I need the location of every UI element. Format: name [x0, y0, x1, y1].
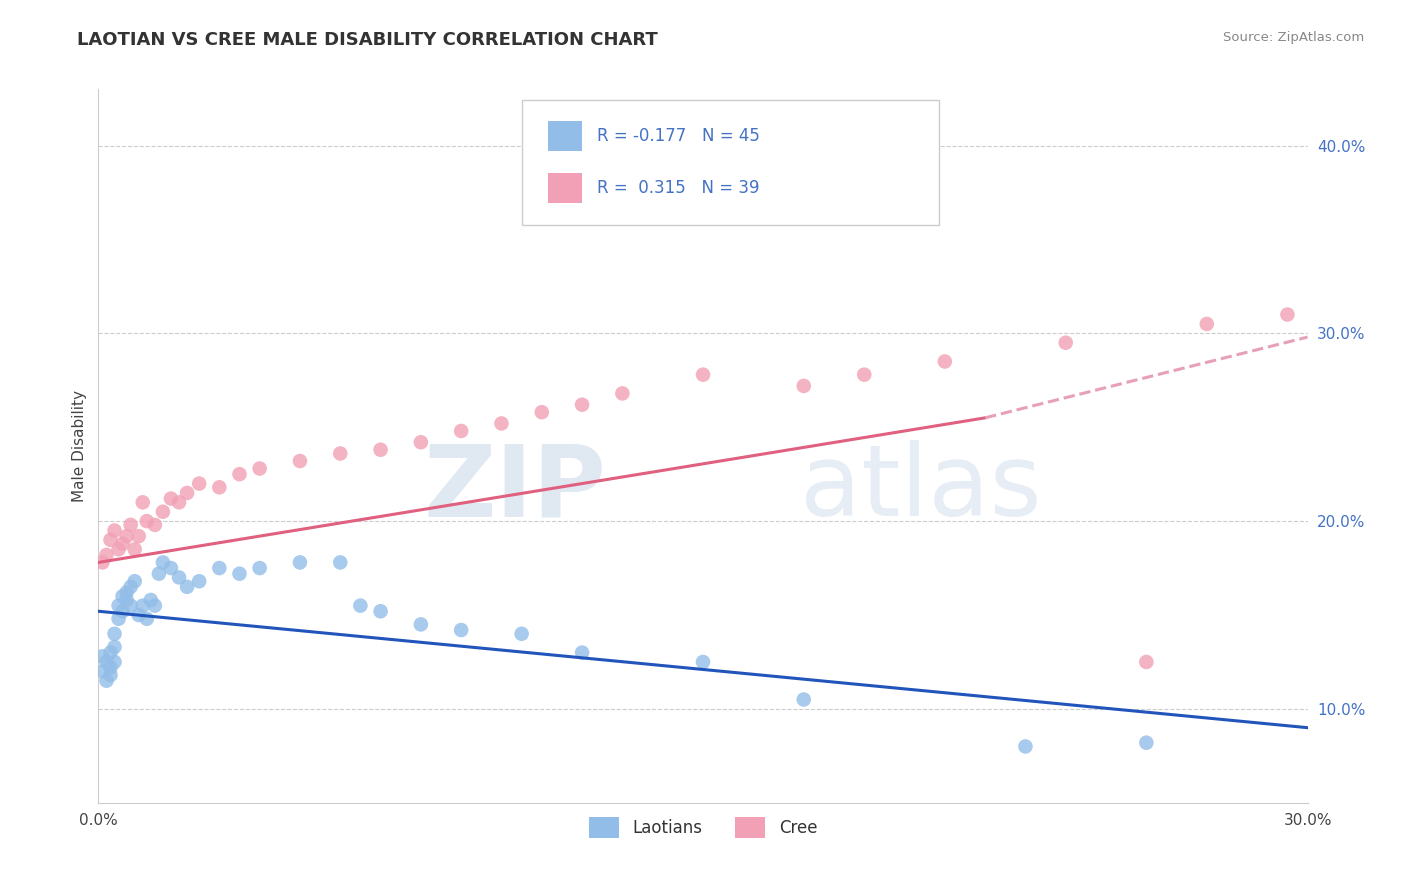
Point — [115, 585, 138, 599]
Point — [124, 542, 146, 557]
Point — [120, 599, 142, 613]
Text: R =  0.315   N = 39: R = 0.315 N = 39 — [596, 178, 759, 196]
Point — [692, 655, 714, 669]
Point — [793, 692, 815, 706]
Point — [1054, 335, 1077, 350]
Point — [139, 593, 162, 607]
Point — [571, 398, 593, 412]
Point — [934, 354, 956, 368]
Point — [91, 649, 114, 664]
Point — [115, 593, 138, 607]
Point — [329, 446, 352, 460]
Point — [228, 467, 250, 482]
Y-axis label: Male Disability: Male Disability — [72, 390, 87, 502]
Point — [167, 570, 190, 584]
Point — [188, 574, 211, 589]
Point — [128, 607, 150, 622]
Point — [409, 435, 432, 450]
Legend: Laotians, Cree: Laotians, Cree — [582, 811, 824, 845]
Text: R = -0.177   N = 45: R = -0.177 N = 45 — [596, 127, 759, 145]
Text: Source: ZipAtlas.com: Source: ZipAtlas.com — [1223, 31, 1364, 45]
Point — [111, 589, 134, 603]
Point — [329, 556, 352, 570]
Point — [111, 604, 134, 618]
Point — [96, 548, 118, 562]
Point — [107, 599, 129, 613]
Point — [111, 536, 134, 550]
Point — [103, 640, 125, 654]
Text: ZIP: ZIP — [423, 441, 606, 537]
Point — [349, 599, 371, 613]
Text: LAOTIAN VS CREE MALE DISABILITY CORRELATION CHART: LAOTIAN VS CREE MALE DISABILITY CORRELAT… — [77, 31, 658, 49]
Point — [132, 495, 155, 509]
Point — [124, 574, 146, 589]
Point — [107, 542, 129, 557]
Point — [152, 556, 174, 570]
Point — [692, 368, 714, 382]
Point — [1135, 736, 1157, 750]
Point — [288, 454, 311, 468]
Point — [208, 561, 231, 575]
Point — [91, 556, 114, 570]
Point — [128, 529, 150, 543]
Point — [176, 486, 198, 500]
Point — [132, 599, 155, 613]
Point — [143, 599, 166, 613]
Point — [370, 604, 392, 618]
Point — [176, 580, 198, 594]
Point — [1014, 739, 1036, 754]
Point — [450, 424, 472, 438]
Point — [96, 655, 118, 669]
Point — [96, 673, 118, 688]
Point — [103, 524, 125, 538]
Point — [103, 655, 125, 669]
Point — [612, 386, 634, 401]
Point — [143, 517, 166, 532]
Point — [135, 612, 157, 626]
Point — [107, 612, 129, 626]
Point — [100, 533, 122, 547]
Point — [1135, 655, 1157, 669]
Point — [160, 561, 183, 575]
FancyBboxPatch shape — [548, 173, 582, 203]
Point — [530, 405, 553, 419]
FancyBboxPatch shape — [548, 121, 582, 152]
Point — [288, 556, 311, 570]
Point — [409, 617, 432, 632]
Point — [100, 660, 122, 674]
Point — [152, 505, 174, 519]
Point — [148, 566, 170, 581]
Point — [228, 566, 250, 581]
Point — [1277, 308, 1299, 322]
Point — [450, 623, 472, 637]
Point — [103, 627, 125, 641]
Point — [91, 665, 114, 679]
Point — [100, 668, 122, 682]
Point — [793, 379, 815, 393]
FancyBboxPatch shape — [522, 100, 939, 225]
Point — [188, 476, 211, 491]
Point — [733, 172, 755, 186]
Point — [491, 417, 513, 431]
Point — [249, 461, 271, 475]
Point — [370, 442, 392, 457]
Point — [115, 529, 138, 543]
Text: atlas: atlas — [800, 441, 1042, 537]
Point — [853, 368, 876, 382]
Point — [249, 561, 271, 575]
Point — [135, 514, 157, 528]
Point — [100, 646, 122, 660]
Point — [510, 627, 533, 641]
Point — [1195, 317, 1218, 331]
Point — [160, 491, 183, 506]
Point — [208, 480, 231, 494]
Point — [167, 495, 190, 509]
Point — [120, 580, 142, 594]
Point — [120, 517, 142, 532]
Point — [571, 646, 593, 660]
